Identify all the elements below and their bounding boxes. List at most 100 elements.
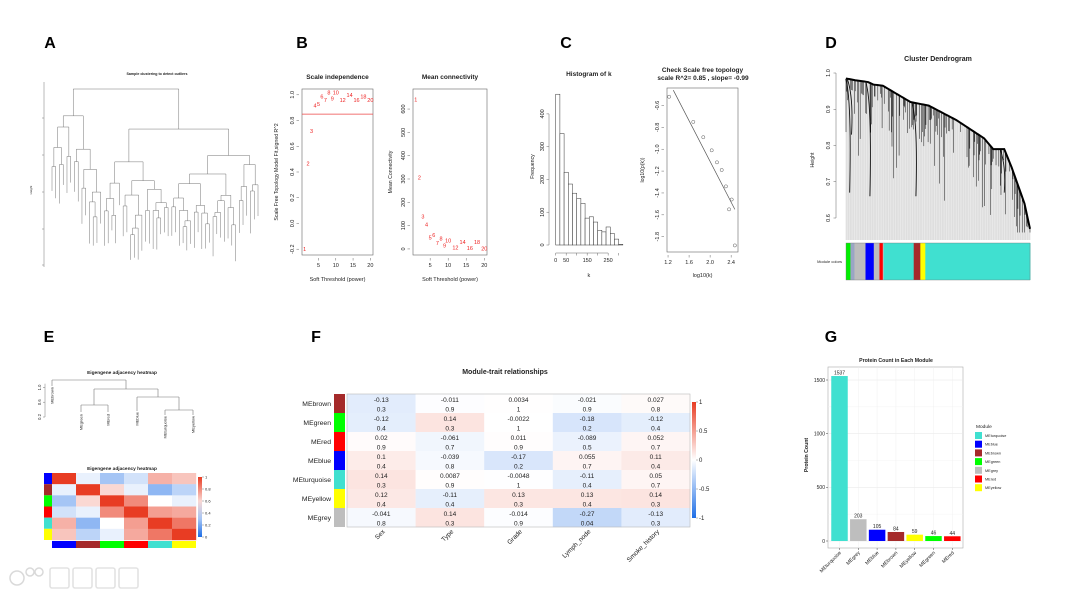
heatmap-cell bbox=[415, 432, 485, 452]
y-axis-label: Frequency bbox=[530, 154, 536, 179]
row-module-color bbox=[334, 432, 345, 451]
chart-title: Eigengene adjacency heatmap bbox=[87, 466, 157, 472]
p-value: 0.4 bbox=[377, 426, 386, 433]
correlation-value: 0.12 bbox=[375, 492, 388, 499]
module-color-segment bbox=[882, 243, 885, 280]
p-value: 0.9 bbox=[445, 483, 454, 490]
bar-megreen bbox=[925, 536, 942, 541]
power-point: 12 bbox=[340, 98, 346, 104]
power-point: 2 bbox=[307, 161, 310, 167]
power-point: 14 bbox=[347, 93, 353, 99]
colorbar-label: -1 bbox=[699, 516, 705, 522]
dendrogram-branch bbox=[911, 102, 917, 197]
plot-box bbox=[301, 88, 374, 256]
p-value: 0.3 bbox=[651, 502, 660, 509]
p-value: 0.4 bbox=[377, 502, 386, 509]
heatmap-cell bbox=[148, 528, 173, 541]
y-tick-label: 200 bbox=[401, 198, 407, 207]
y-tick-label: 0 bbox=[540, 243, 546, 246]
heatmap-cell bbox=[484, 489, 553, 509]
row-module-color bbox=[44, 473, 52, 485]
p-value: 0.2 bbox=[583, 426, 592, 433]
histogram-bar bbox=[559, 133, 565, 246]
row-module-color bbox=[44, 484, 52, 496]
heatmap-cell bbox=[100, 473, 125, 485]
bar-meblue bbox=[868, 529, 886, 541]
correlation-value: 0.0034 bbox=[509, 397, 529, 404]
y-tick-label: 0 bbox=[822, 539, 825, 545]
column-label: Grade bbox=[506, 528, 524, 546]
x-axis-label: Soft Threshold (power) bbox=[310, 277, 366, 283]
correlation-value: 0.14 bbox=[444, 511, 457, 518]
power-point: 1 bbox=[303, 247, 306, 253]
heatmap-cell bbox=[347, 508, 416, 528]
correlation-value: 0.14 bbox=[375, 473, 388, 480]
correlation-value: -0.13 bbox=[648, 511, 663, 518]
data-point bbox=[701, 135, 706, 140]
heatmap-cell bbox=[415, 394, 485, 414]
heatmap-cell bbox=[52, 473, 77, 485]
dendrogram-branch bbox=[865, 82, 871, 197]
module-color-segment bbox=[873, 243, 880, 280]
y-tick-label: -0.8 bbox=[655, 123, 661, 132]
row-module-color bbox=[334, 470, 345, 489]
p-value: 0.4 bbox=[377, 464, 386, 471]
colorbar bbox=[198, 477, 202, 537]
power-point: 10 bbox=[445, 239, 451, 245]
colorbar-label: 0.2 bbox=[205, 523, 211, 528]
y-tick-label: 600 bbox=[401, 104, 407, 113]
data-point bbox=[719, 168, 724, 172]
data-point bbox=[715, 160, 719, 165]
x-tick-label: 15 bbox=[350, 263, 356, 269]
heatmap-cell bbox=[552, 432, 622, 452]
watermark-circle bbox=[9, 570, 25, 586]
legend-key bbox=[975, 449, 982, 457]
p-value: 0.2 bbox=[514, 464, 523, 471]
module-color-segment bbox=[846, 243, 851, 280]
y-tick-label: 200 bbox=[540, 175, 546, 184]
power-point: 16 bbox=[467, 246, 473, 252]
heatmap-cell bbox=[148, 517, 173, 530]
bar-value-label: 84 bbox=[893, 526, 899, 532]
legend-key bbox=[975, 432, 982, 439]
bar-meyellow bbox=[906, 534, 923, 541]
y-tick-label: 100 bbox=[540, 208, 546, 217]
panel-label-b: B bbox=[296, 35, 308, 52]
legend-label: MEgreen bbox=[985, 460, 1000, 464]
row-label: MEblue bbox=[308, 458, 331, 465]
y-tick-label: 0.2 bbox=[37, 413, 42, 419]
heatmap-cell bbox=[415, 508, 485, 528]
watermark-circle bbox=[25, 567, 35, 577]
power-point: 4 bbox=[313, 104, 316, 110]
histogram-bar bbox=[555, 93, 561, 246]
heatmap-cell bbox=[347, 470, 416, 490]
row-label: MEturquoise bbox=[293, 477, 331, 484]
column-module-color bbox=[124, 541, 148, 548]
y-tick-label: 300 bbox=[540, 142, 546, 151]
column-module-color bbox=[76, 541, 100, 548]
heatmap-cell bbox=[415, 470, 485, 490]
row-label: MEred bbox=[311, 439, 331, 446]
colorbar-label: 0 bbox=[205, 535, 208, 540]
x-tick-label: 10 bbox=[333, 263, 339, 269]
x-axis-label: k bbox=[587, 273, 590, 279]
p-value: 0.9 bbox=[583, 407, 592, 414]
chart-subtitle: scale R^2= 0.85 , slope= -0.99 bbox=[657, 74, 749, 82]
heatmap-cell bbox=[100, 506, 125, 518]
correlation-value: 0.1 bbox=[377, 454, 386, 461]
panel-label-c: C bbox=[560, 35, 572, 52]
row-label: MEyellow bbox=[302, 496, 331, 503]
y-tick-label: 400 bbox=[540, 109, 546, 118]
data-point bbox=[732, 243, 737, 248]
heatmap-cell bbox=[621, 451, 691, 471]
heatmap-cell bbox=[484, 432, 553, 452]
y-tick-label: 0.6 bbox=[37, 399, 42, 405]
leaf-label: MEblue bbox=[135, 411, 140, 425]
x-tick-label: 5 bbox=[317, 263, 320, 269]
heatmap-cell bbox=[552, 470, 622, 490]
colorbar-label: 0.6 bbox=[205, 499, 211, 504]
x-tick-label: MEgreen bbox=[918, 550, 937, 569]
correlation-value: -0.13 bbox=[374, 397, 389, 404]
p-value: 0.3 bbox=[445, 521, 454, 528]
legend-label: MEblue bbox=[985, 443, 998, 447]
